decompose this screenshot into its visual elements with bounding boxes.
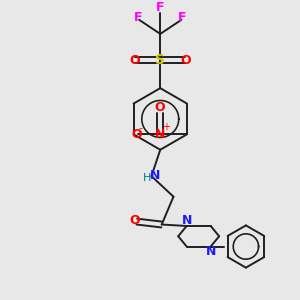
Text: S: S	[155, 53, 165, 67]
Text: O: O	[154, 101, 165, 114]
Text: N: N	[150, 169, 160, 182]
Text: O: O	[181, 54, 191, 67]
Text: O: O	[129, 54, 140, 67]
Text: -: -	[138, 123, 142, 133]
Text: O: O	[129, 214, 140, 227]
Text: H: H	[143, 172, 151, 183]
Text: N: N	[206, 245, 216, 258]
Text: F: F	[178, 11, 187, 24]
Text: F: F	[156, 1, 164, 14]
Text: O: O	[131, 128, 142, 141]
Text: N: N	[182, 214, 192, 226]
Text: F: F	[134, 11, 142, 24]
Text: N: N	[155, 128, 165, 141]
Text: +: +	[162, 122, 170, 132]
